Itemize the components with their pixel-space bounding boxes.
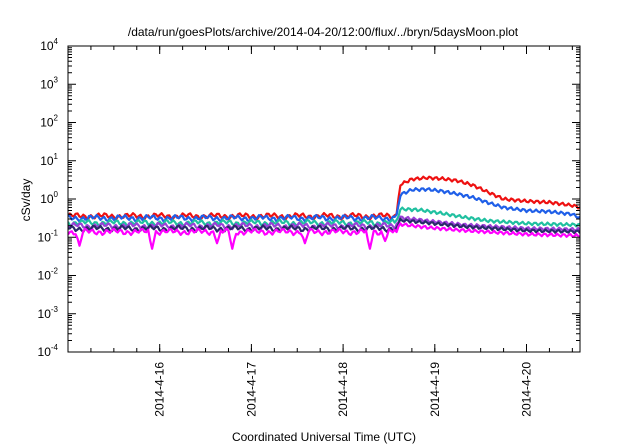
x-axis-label: Coordinated Universal Time (UTC) bbox=[232, 430, 416, 444]
series-line-2 bbox=[68, 206, 580, 228]
series-layer bbox=[68, 175, 580, 250]
y-tick-label: 10-3 bbox=[38, 305, 59, 321]
x-tick-label: 2014-4-20 bbox=[520, 362, 534, 417]
x-tick-label: 2014-4-19 bbox=[428, 362, 442, 417]
x-axis-ticks: 2014-4-16 2014-4-17 2014-4-18 2014-4-19 2014… bbox=[67, 46, 573, 417]
y-tick-label: 101 bbox=[40, 152, 58, 168]
series-line-0 bbox=[68, 175, 580, 221]
series-line-4 bbox=[68, 217, 580, 235]
series-line-1 bbox=[68, 187, 580, 223]
y-axis-label: cSv/day bbox=[19, 179, 33, 222]
y-tick-label: 10-4 bbox=[38, 343, 59, 359]
y-tick-label: 10-2 bbox=[38, 267, 59, 283]
chart-title: /data/run/goesPlots/archive/2014-04-20/1… bbox=[128, 25, 519, 39]
y-axis-ticks: 10-4 10-3 10-2 10-1 100 101 102 103 104 bbox=[38, 37, 580, 359]
x-tick-label: 2014-4-18 bbox=[336, 362, 350, 417]
series-line-5 bbox=[68, 222, 580, 250]
y-tick-label: 102 bbox=[40, 114, 58, 130]
y-tick-label: 103 bbox=[40, 75, 58, 91]
x-tick-label: 2014-4-16 bbox=[153, 362, 167, 417]
y-tick-label: 10-1 bbox=[38, 228, 59, 244]
y-tick-label: 100 bbox=[40, 190, 58, 206]
x-tick-label: 2014-4-17 bbox=[244, 362, 258, 417]
y-tick-label: 104 bbox=[40, 37, 58, 53]
